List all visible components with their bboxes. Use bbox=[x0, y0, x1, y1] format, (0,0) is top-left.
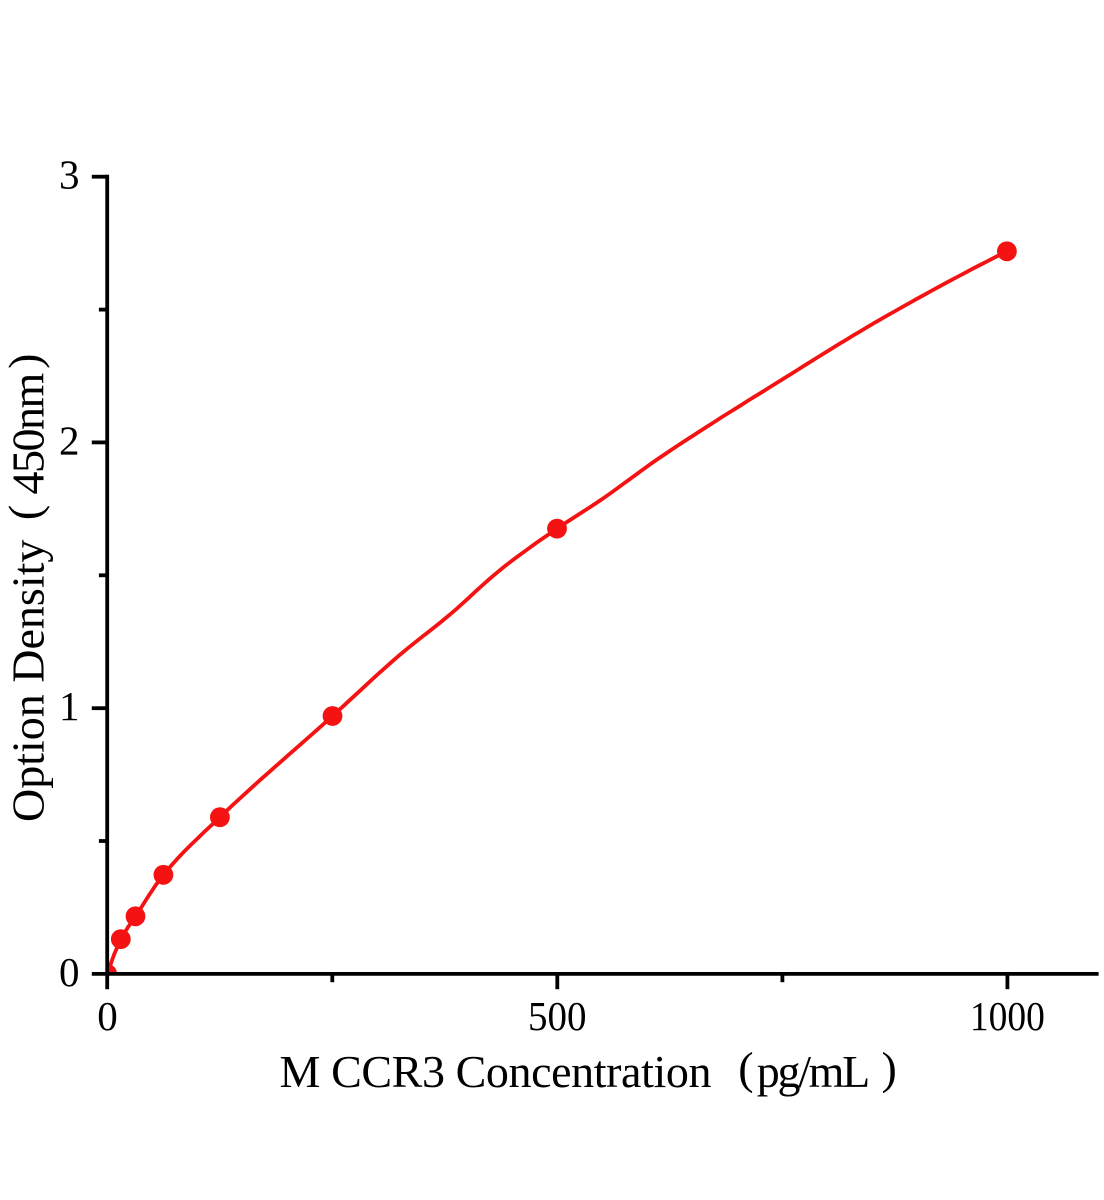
svg-text:3: 3 bbox=[59, 152, 80, 198]
svg-text:M CCR3 Concentration(pg/mL): M CCR3 Concentration (pg/mL) bbox=[280, 1043, 897, 1098]
svg-text:Option Density(450nm): Option Density(450nm) bbox=[0, 353, 54, 822]
svg-text:0: 0 bbox=[97, 993, 118, 1039]
svg-text:2: 2 bbox=[59, 417, 80, 463]
svg-text:0: 0 bbox=[59, 949, 80, 995]
svg-text:1000: 1000 bbox=[970, 993, 1045, 1039]
svg-text:1: 1 bbox=[59, 683, 80, 729]
svg-text:500: 500 bbox=[528, 993, 587, 1039]
